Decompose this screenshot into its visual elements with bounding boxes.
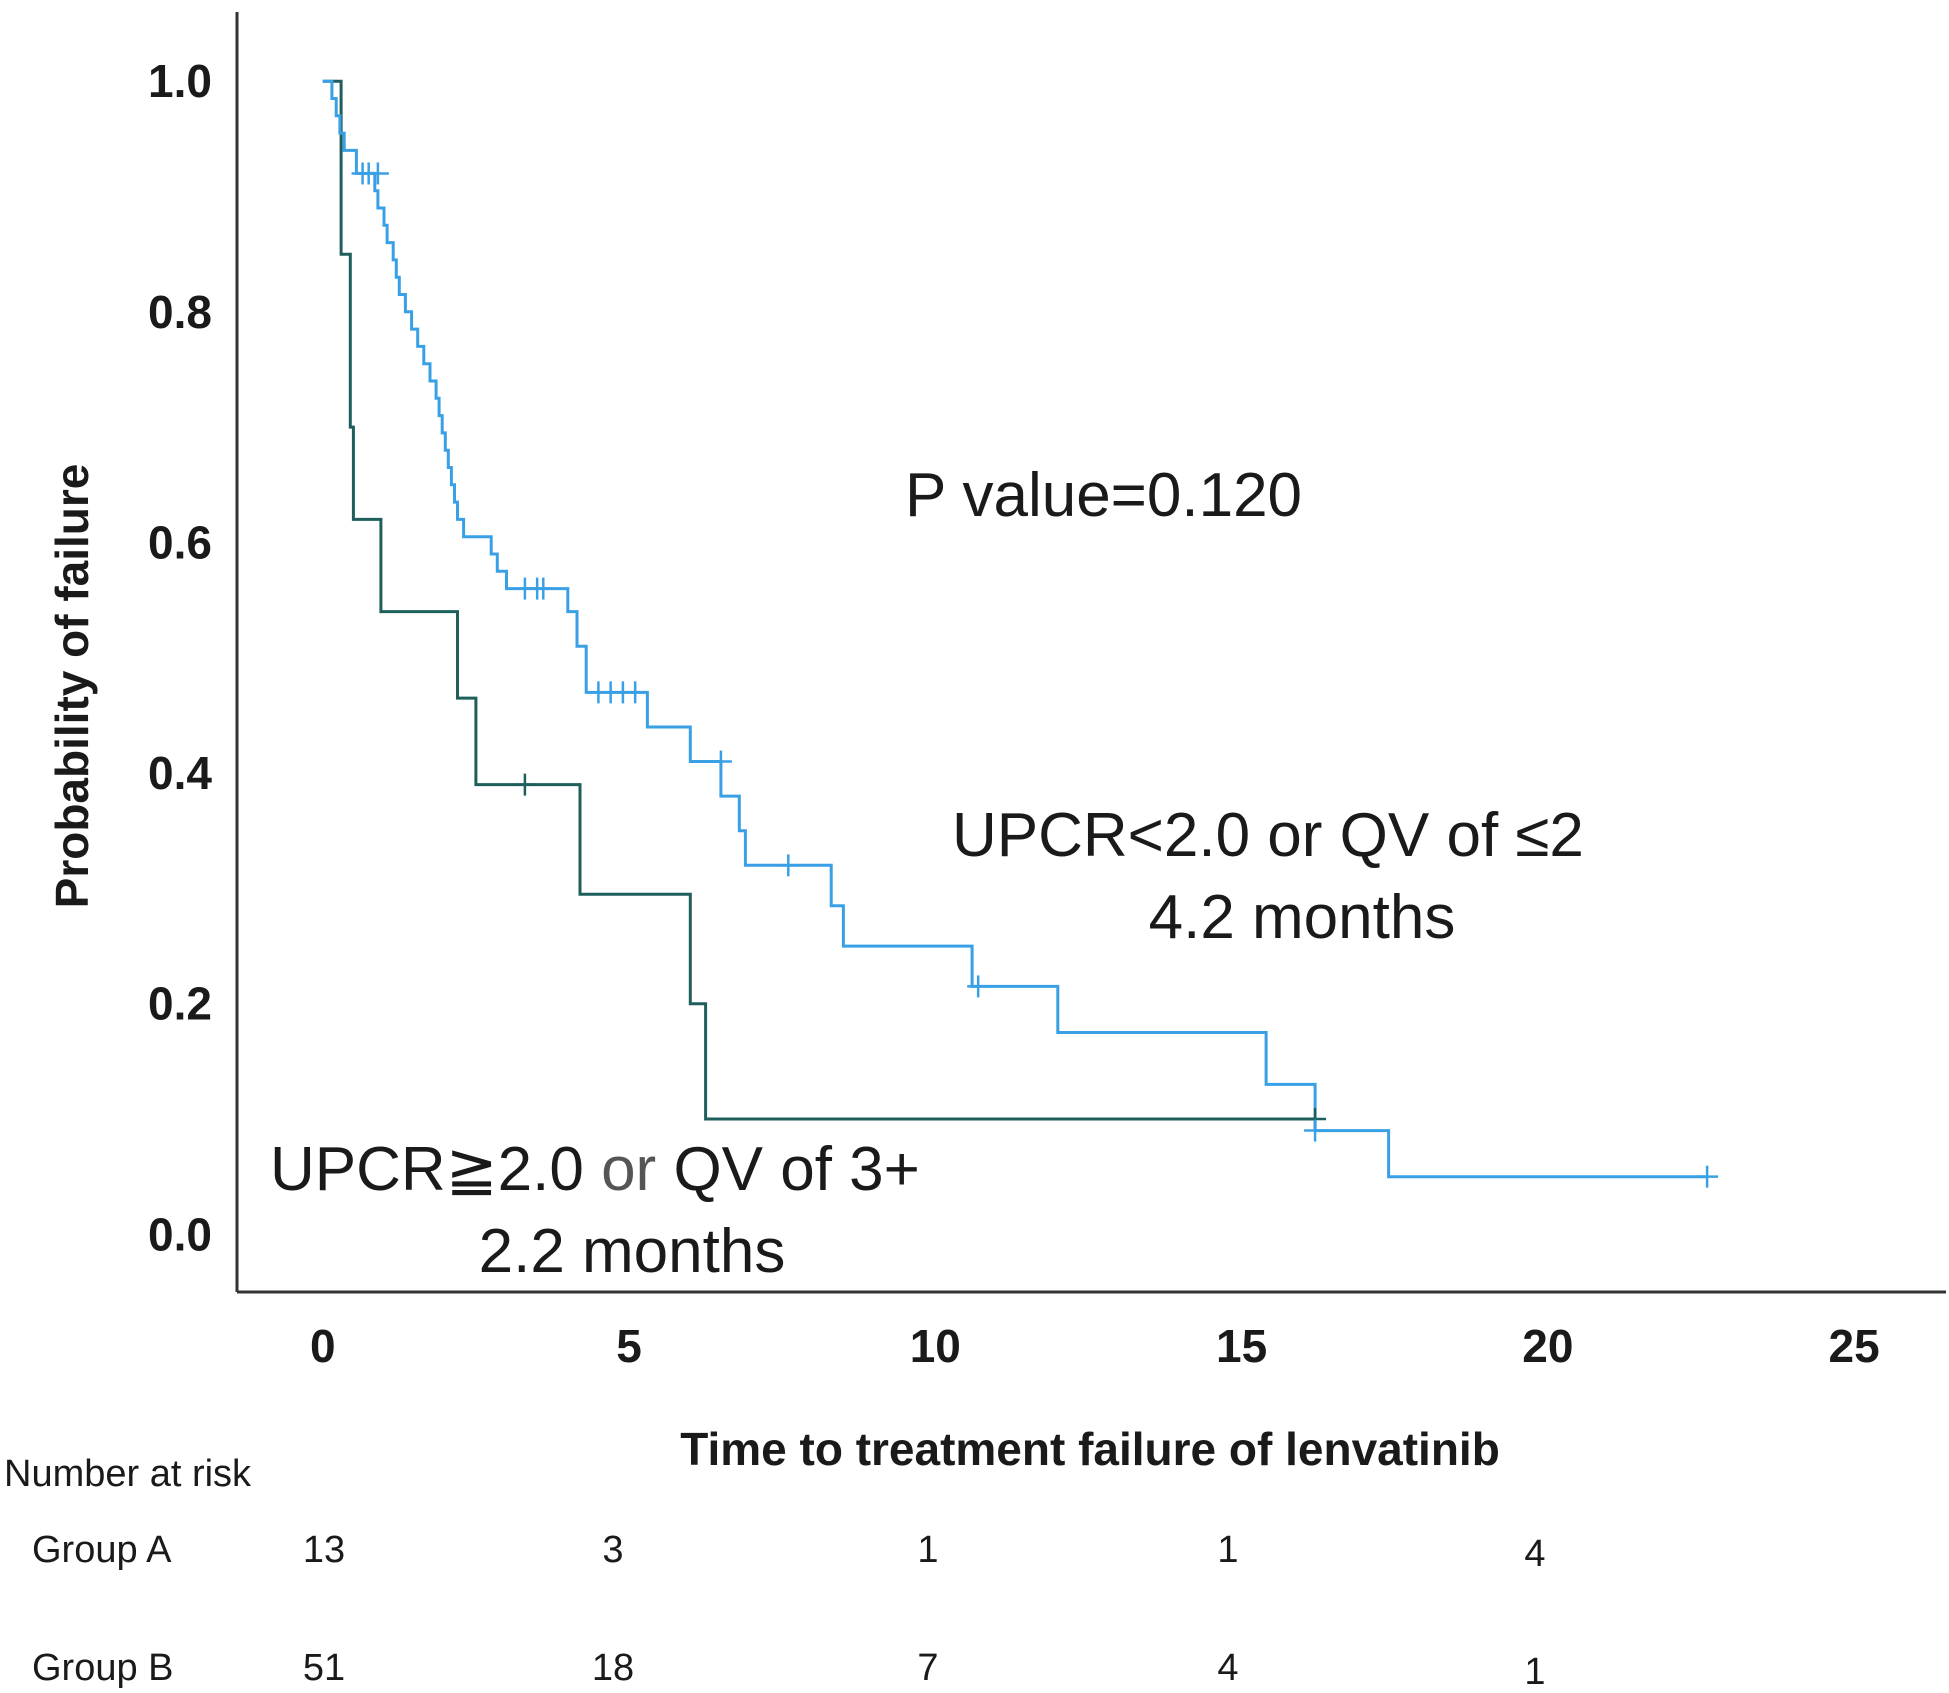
risk-value-group-b: 18 — [592, 1647, 634, 1689]
x-tick-label: 25 — [1829, 1320, 1880, 1372]
group-a-annotation-part2: or — [601, 1135, 656, 1204]
x-tick-labels: 0 5 10 15 20 25 — [310, 1320, 1880, 1372]
censor-mark-group-a — [513, 773, 536, 796]
x-axis-title: Time to treatment failure of lenvatinib — [680, 1423, 1500, 1475]
y-axis-title: Probability of failure — [46, 464, 98, 909]
risk-value-group-a: 13 — [303, 1529, 345, 1571]
risk-value-group-a: 1 — [917, 1529, 938, 1571]
survival-curves — [322, 79, 1708, 1179]
group-a-annotation-line2: 2.2 months — [479, 1217, 786, 1286]
risk-value-group-b: 7 — [917, 1647, 938, 1689]
risk-row-label-group-b: Group B — [32, 1647, 174, 1689]
censor-mark-group-b — [709, 750, 732, 773]
risk-table-title: Number at risk — [4, 1453, 252, 1495]
survival-curve-group-b — [322, 79, 1708, 1179]
survival-curve-group-a — [322, 79, 1316, 1121]
risk-value-group-a: 3 — [602, 1529, 623, 1571]
risk-value-group-a: 4 — [1524, 1533, 1545, 1575]
group-a-annotation-part3: QV of 3+ — [673, 1135, 919, 1204]
p-value-annotation: P value=0.120 — [905, 461, 1302, 530]
risk-value-group-b: 4 — [1217, 1647, 1238, 1689]
x-tick-label: 0 — [310, 1320, 336, 1372]
y-tick-label: 0.8 — [148, 286, 212, 338]
censor-mark-group-b — [1696, 1165, 1719, 1188]
risk-value-group-b: 1 — [1524, 1651, 1545, 1693]
censor-mark-group-b — [532, 577, 555, 600]
x-tick-label: 15 — [1216, 1320, 1267, 1372]
group-b-annotation-line1: UPCR<2.0 or QV of ≤2 — [952, 801, 1584, 870]
censor-mark-group-b — [777, 854, 800, 877]
censor-mark-group-b — [366, 162, 389, 185]
y-tick-labels: 0.0 0.2 0.4 0.6 0.8 1.0 — [148, 55, 212, 1260]
y-tick-label: 0.4 — [148, 747, 212, 799]
group-b-annotation-line2: 4.2 months — [1149, 883, 1456, 952]
y-tick-label: 0.2 — [148, 978, 212, 1030]
x-tick-label: 10 — [910, 1320, 961, 1372]
censor-mark-group-b — [1304, 1119, 1327, 1142]
censor-mark-group-b — [624, 681, 647, 704]
y-tick-label: 0.6 — [148, 516, 212, 568]
group-a-annotation-part1: UPCR≧2.0 — [270, 1135, 584, 1204]
risk-row-label-group-a: Group A — [32, 1529, 172, 1571]
x-tick-label: 20 — [1522, 1320, 1573, 1372]
x-tick-label: 5 — [616, 1320, 642, 1372]
group-a-annotation-line1: UPCR≧2.0 or QV of 3+ — [270, 1135, 920, 1204]
risk-value-group-a: 1 — [1217, 1529, 1238, 1571]
censor-marks — [351, 162, 1719, 1188]
censor-mark-group-b — [967, 975, 990, 998]
risk-table-values: 13 3 1 1 4 51 18 7 4 1 — [303, 1529, 1546, 1693]
y-tick-label: 0.0 — [148, 1208, 212, 1260]
y-tick-label: 1.0 — [148, 55, 212, 107]
risk-value-group-b: 51 — [303, 1647, 345, 1689]
